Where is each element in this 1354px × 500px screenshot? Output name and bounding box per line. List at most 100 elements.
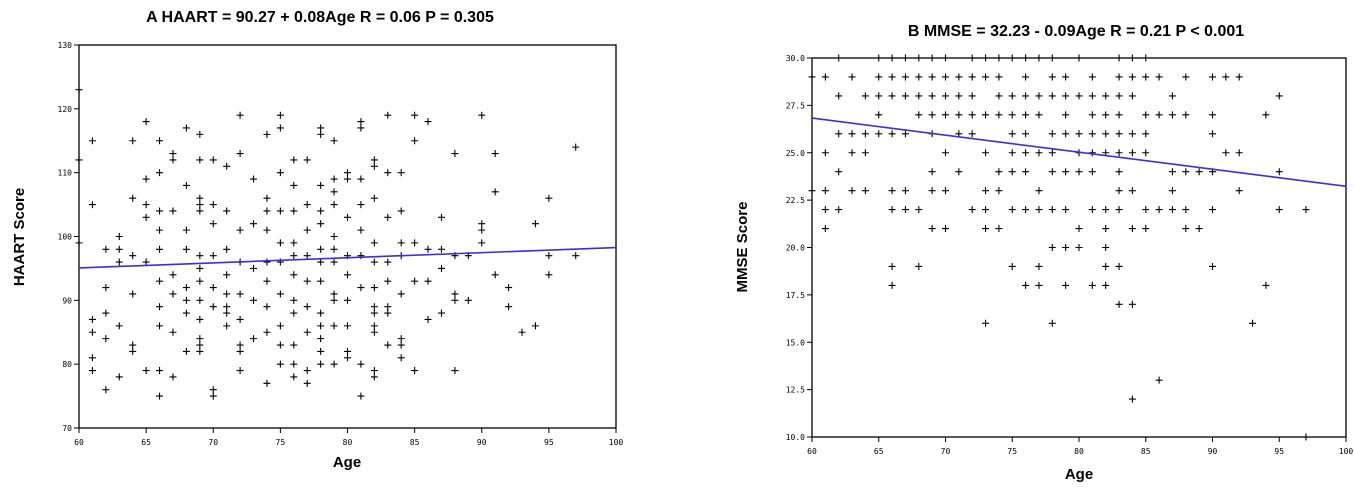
panel-b-data-point bbox=[1115, 187, 1123, 195]
panel-b-data-point bbox=[1008, 168, 1016, 176]
panel-a-data-point bbox=[317, 335, 325, 343]
panel-b-data-point bbox=[1022, 206, 1030, 214]
panel-b-data-point bbox=[1262, 281, 1270, 289]
panel-b-data-point bbox=[915, 92, 923, 100]
panel-a-data-point bbox=[370, 328, 378, 336]
panel-b-data-point bbox=[1075, 244, 1083, 251]
panel-b-y-tick-label: 15.0 bbox=[786, 338, 805, 347]
panel-b-data-point bbox=[835, 206, 843, 214]
panel-a-data-point bbox=[156, 392, 164, 400]
panel-b-data-point bbox=[861, 187, 869, 195]
panel-b-data-point bbox=[1008, 111, 1016, 119]
panel-b-data-point bbox=[1155, 111, 1163, 119]
panel-a-data-point bbox=[545, 194, 553, 202]
panel-a-data-point bbox=[290, 181, 298, 189]
panel-b-data-point bbox=[1035, 262, 1043, 270]
panel-a-data-point bbox=[357, 118, 365, 126]
panel-a-data-point bbox=[196, 315, 204, 323]
panel-a-data-point bbox=[411, 137, 419, 145]
panel-a-data-point bbox=[223, 245, 231, 253]
panel-a-data-point bbox=[303, 303, 311, 311]
panel-b-data-point bbox=[888, 130, 896, 138]
panel-a-data-point bbox=[357, 124, 365, 132]
panel-a-data-point bbox=[156, 277, 164, 285]
panel-b-data-point bbox=[968, 111, 976, 119]
panel-a-data-point bbox=[209, 284, 217, 292]
panel-a-data-point bbox=[478, 226, 486, 234]
panel-b-data-point bbox=[1115, 300, 1123, 308]
panel-b-data-point bbox=[995, 168, 1003, 176]
panel-b-data-point bbox=[928, 168, 936, 176]
panel-a-data-point bbox=[357, 284, 365, 292]
panel-a-data-point bbox=[276, 322, 284, 330]
panel-a-data-point bbox=[156, 245, 164, 253]
panel-a-data-point bbox=[223, 207, 231, 215]
panel-a-data-point bbox=[317, 124, 325, 132]
panel-b-regression-line bbox=[811, 117, 1347, 188]
panel-a-data-point bbox=[330, 175, 338, 183]
panel-b-data-point bbox=[1048, 149, 1056, 157]
panel-a-data-point bbox=[317, 309, 325, 317]
panel-a-data-point bbox=[156, 207, 164, 215]
panel-a-data-point bbox=[303, 226, 311, 234]
panel-b-data-point bbox=[1008, 130, 1016, 138]
panel-b-data-point bbox=[928, 54, 936, 62]
panel-a-data-point bbox=[303, 328, 311, 336]
panel-a-regression-line bbox=[78, 246, 617, 269]
panel-a-data-point bbox=[88, 315, 96, 323]
panel-a-data-point bbox=[169, 328, 177, 336]
panel-a-data-point bbox=[330, 137, 338, 145]
panel-a-data-point bbox=[102, 309, 110, 317]
panel-a-title: A HAART = 90.27 + 0.08Age R = 0.06 P = 0… bbox=[146, 9, 494, 26]
panel-a-data-point bbox=[223, 303, 231, 311]
panel-b-data-point bbox=[1209, 73, 1216, 81]
panel-b-data-point bbox=[982, 206, 990, 214]
panel-a-data-point bbox=[182, 296, 190, 304]
panel-b-data-point bbox=[835, 168, 843, 176]
panel-a-data-point bbox=[330, 233, 338, 240]
panel-a-data-point bbox=[290, 296, 298, 304]
panel-a-data-point bbox=[424, 315, 432, 323]
panel-a-data-point bbox=[182, 181, 190, 189]
panel-b-data-point bbox=[1128, 395, 1136, 403]
panel-b-data-point bbox=[1022, 92, 1030, 100]
panel-b-data-point bbox=[1275, 168, 1283, 176]
panel-b-data-point bbox=[1128, 54, 1136, 62]
panel-a-data-point bbox=[290, 360, 298, 368]
panel-a-data-point bbox=[424, 277, 432, 285]
panel-b-data-point bbox=[1035, 187, 1043, 195]
panel-b-data-point bbox=[1249, 319, 1257, 327]
panel-b-data-point bbox=[888, 206, 896, 214]
panel-a-data-point bbox=[344, 169, 351, 177]
panel-b-data-point bbox=[1262, 111, 1270, 119]
panel-b-data-point bbox=[821, 225, 829, 233]
panel-a-data-point bbox=[276, 239, 284, 247]
panel-b-data-point bbox=[1062, 111, 1070, 119]
panel-b-x-tick-label: 65 bbox=[874, 447, 884, 456]
panel-b-data-point bbox=[1022, 130, 1030, 138]
panel-b-data-point bbox=[1142, 225, 1150, 233]
panel-b-data-point bbox=[835, 130, 843, 138]
panel-a-data-point bbox=[276, 360, 284, 368]
panel-b-data-point bbox=[1035, 149, 1043, 157]
panel-b-data-point bbox=[1115, 54, 1123, 62]
panel-b-data-point bbox=[1088, 111, 1096, 119]
panel-a-data-point bbox=[290, 309, 298, 317]
panel-b-data-point bbox=[982, 54, 990, 62]
panel-a-data-point bbox=[182, 226, 190, 234]
panel-b-data-point bbox=[1302, 433, 1310, 441]
panel-b-y-tick-label: 27.5 bbox=[786, 101, 805, 110]
panel-b-data-point bbox=[995, 92, 1003, 100]
panel-b-data-point bbox=[1182, 111, 1190, 119]
panel-b-data-point bbox=[995, 73, 1003, 81]
panel-a-data-point bbox=[263, 258, 271, 266]
panel-a-data-point bbox=[357, 226, 365, 234]
panel-a-data-point bbox=[236, 150, 244, 158]
panel-b-data-point bbox=[835, 92, 843, 100]
panel-b-data-point bbox=[901, 73, 909, 81]
panel-b-data-point bbox=[1102, 92, 1110, 100]
panel-b-data-point bbox=[1142, 149, 1150, 157]
panel-b-data-point bbox=[1035, 54, 1043, 62]
panel-a-data-point bbox=[317, 181, 325, 189]
panel-a-x-tick-label: 95 bbox=[544, 438, 554, 447]
